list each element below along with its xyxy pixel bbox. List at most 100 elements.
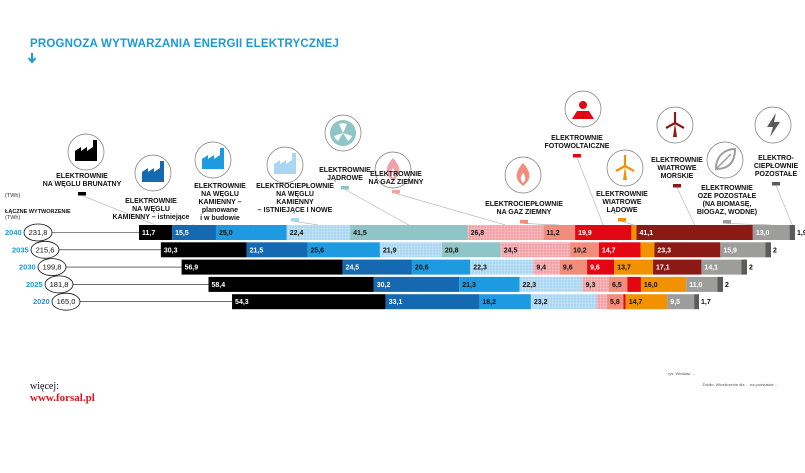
bar-segment: [636, 225, 753, 240]
data-label: 2: [749, 265, 753, 272]
data-label: 26,8: [471, 230, 485, 237]
flame-icon: [374, 151, 412, 189]
bar-segment: [208, 276, 374, 292]
data-label: 11,0: [689, 282, 702, 289]
bar-segment: [741, 259, 747, 275]
connector-line: [81, 195, 156, 226]
leaf-icon: [706, 141, 744, 179]
category-label: LĄDOWE: [606, 207, 637, 214]
bar-segment: [500, 242, 571, 258]
bar-segment: [640, 242, 655, 258]
category-label: ELEKTROWNIE: [370, 171, 422, 178]
data-label: 2: [725, 282, 729, 289]
tower-shape: [623, 166, 627, 180]
radiation-shape: [334, 123, 352, 141]
bar-segment: [543, 225, 576, 240]
category-marker: [723, 220, 731, 224]
connector-line: [576, 157, 604, 226]
connector-line: [395, 193, 506, 226]
illustration-credit: rys. Wiesław ...: [668, 371, 695, 376]
category-label: WIATROWE: [602, 199, 641, 206]
data-label: 14,7: [602, 247, 616, 254]
year-label: 2040: [5, 228, 22, 237]
category-marker: [392, 190, 400, 194]
data-label: 58,4: [212, 282, 226, 289]
data-label: 1,7: [701, 299, 711, 306]
data-label: 30,2: [377, 282, 391, 289]
bar-segment: [139, 225, 173, 240]
data-label: 13,7: [617, 265, 631, 272]
data-label: 18,2: [482, 299, 496, 306]
flame-inner: [520, 173, 526, 183]
data-label: 1,9: [797, 230, 805, 237]
total-value: 215,6: [36, 245, 55, 254]
data-label: 9,3: [586, 282, 596, 289]
data-label: 19,9: [578, 230, 592, 237]
total-header-unit: (TWh): [5, 215, 20, 221]
bar-segment: [752, 225, 790, 240]
total-value: 231,8: [29, 228, 48, 237]
data-label: 5,8: [610, 299, 620, 306]
factory-icon: [134, 154, 172, 192]
category-label: BIOGAZ, WODNE): [697, 209, 757, 216]
factory-icon: [194, 141, 232, 179]
bar-segment: [160, 242, 247, 258]
year-label: 2020: [33, 297, 50, 306]
category-label: MORSKIE: [661, 173, 694, 180]
data-label: 21,5: [250, 247, 264, 254]
category-label: ELEKTROWNIE: [651, 157, 703, 164]
data-label: 41,5: [353, 230, 367, 237]
data-label: 22,4: [290, 230, 304, 237]
year-label: 2035: [12, 245, 29, 254]
flame-inner: [390, 168, 396, 178]
category-label: planowane: [202, 207, 238, 214]
bar-segment: [467, 225, 544, 240]
more-label: więcej:: [30, 381, 59, 392]
total-value: 199,8: [43, 263, 62, 272]
data-label: 22,3: [473, 265, 487, 272]
total-header: ŁĄCZNE WYTWORZENIE: [5, 209, 71, 215]
leaf-vein: [715, 153, 732, 170]
data-label: 9,4: [536, 265, 546, 272]
factory-icon: [67, 133, 105, 171]
category-marker: [78, 192, 86, 196]
bar-segment: [373, 276, 460, 292]
sun-shape: [579, 101, 587, 109]
bar-segment: [631, 225, 637, 240]
data-label: 25,6: [310, 247, 324, 254]
bar-segment: [307, 242, 380, 258]
category-label: WIATROWE: [657, 165, 696, 172]
bar-segment: [701, 259, 742, 275]
lightning-shape: [767, 113, 780, 137]
bar-segment: [459, 276, 520, 292]
category-label: NA GAZ ZIEMNY: [369, 179, 424, 186]
factory-icon: [266, 146, 304, 184]
category-label: OZE POZOSTAŁE: [698, 193, 757, 200]
bar-segment: [479, 294, 531, 310]
data-label: 21,3: [462, 282, 476, 289]
category-label: FOTOWOLTAICZNE: [545, 143, 610, 150]
data-label: 30,3: [164, 247, 178, 254]
category-marker: [772, 182, 780, 186]
solar-icon: [564, 90, 602, 128]
bar-segment: [667, 294, 695, 310]
leaf-shape: [714, 147, 737, 171]
category-label: (NA BIOMASĘ,: [703, 201, 752, 208]
connector-line: [294, 221, 319, 226]
bar-segment: [232, 294, 386, 310]
data-label: 24,5: [346, 265, 360, 272]
data-label: 16,0: [644, 282, 658, 289]
factory-shape: [75, 140, 97, 161]
category-label: i w budowie: [200, 215, 240, 222]
category-label: – ISTNIEJĄCE I NOWE: [258, 207, 333, 214]
category-label: NA GAZ ZIEMNY: [497, 209, 552, 216]
category-label: ELEKTROWNIE: [701, 185, 753, 192]
bar-segment: [789, 225, 795, 240]
website-link[interactable]: www.forsal.pl: [30, 392, 95, 404]
bar-segment: [470, 259, 534, 275]
category-label: ELEKTROWNIE: [551, 135, 603, 142]
bar-segment: [575, 225, 632, 240]
data-label: 15,9: [723, 247, 737, 254]
data-label: 33,1: [389, 299, 403, 306]
connector-line: [726, 223, 772, 226]
